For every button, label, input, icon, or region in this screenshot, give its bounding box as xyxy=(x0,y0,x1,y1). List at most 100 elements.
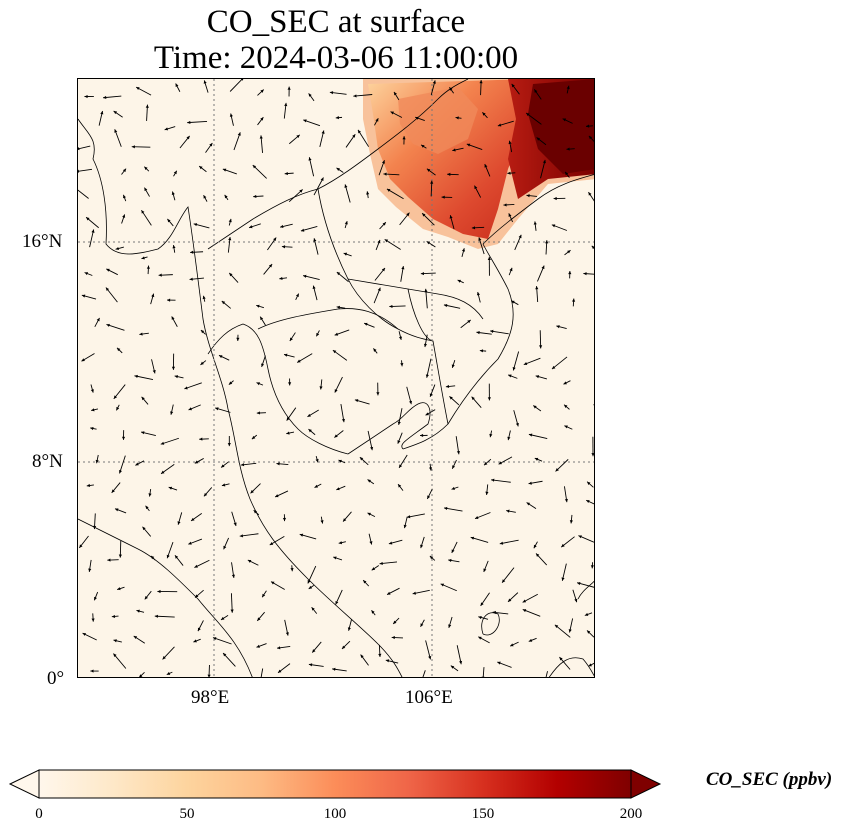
wind-arrow-head xyxy=(375,118,379,122)
wind-arrow-head xyxy=(333,556,337,560)
wind-arrow-head xyxy=(567,250,571,254)
wind-arrow-head xyxy=(91,229,95,233)
wind-arrow-head xyxy=(184,386,188,390)
wind-arrow-head xyxy=(566,85,570,90)
wind-arrow xyxy=(119,455,126,474)
wind-arrow-head xyxy=(457,279,462,283)
wind-arrow-head xyxy=(86,217,90,221)
wind-arrow-head xyxy=(175,83,179,88)
wind-arrow-head xyxy=(432,80,436,84)
wind-arrow-head xyxy=(113,111,118,115)
wind-arrow-head xyxy=(136,87,140,91)
colorbar-tick-100: 100 xyxy=(323,806,347,822)
wind-arrow-head xyxy=(277,646,281,650)
wind-arrow-head xyxy=(240,463,245,467)
wind-arrow-head xyxy=(227,443,231,447)
wind-arrow xyxy=(422,670,426,677)
wind-arrow xyxy=(443,507,463,512)
wind-arrow-head xyxy=(507,171,511,175)
wind-arrow-head xyxy=(449,215,453,219)
wind-arrow-head xyxy=(200,361,204,365)
wind-arrow xyxy=(344,184,351,203)
wind-arrow-head xyxy=(408,400,413,405)
colorbar-tick-200: 200 xyxy=(619,806,643,822)
wind-arrow-head xyxy=(398,484,402,488)
wind-arrow-head xyxy=(261,363,265,367)
wind-arrow-head xyxy=(228,218,232,223)
wind-arrow-head xyxy=(93,525,97,530)
wind-arrow-head xyxy=(427,495,431,499)
wind-arrow-head xyxy=(224,194,228,199)
wind-arrow xyxy=(384,238,401,250)
wind-arrow xyxy=(78,189,89,199)
wind-arrow-head xyxy=(430,180,434,184)
wind-arrow-head xyxy=(371,610,375,614)
wind-arrow-head xyxy=(144,595,148,600)
wind-arrow-head xyxy=(478,237,482,241)
wind-arrow-head xyxy=(84,94,88,99)
wind-arrow-head xyxy=(561,577,565,581)
wind-arrow xyxy=(367,430,373,451)
wind-arrow-head xyxy=(134,374,138,378)
wind-arrow-head xyxy=(373,348,377,352)
wind-arrow-head xyxy=(554,624,559,629)
wind-arrow-head xyxy=(222,168,227,172)
wind-arrow-head xyxy=(522,609,527,613)
lat-tick-8n: 8°N xyxy=(32,451,63,472)
wind-arrow-head xyxy=(150,555,155,560)
wind-arrow-head xyxy=(289,337,293,341)
wind-arrow-head xyxy=(569,520,573,524)
wind-arrow-head xyxy=(357,129,361,134)
wind-arrow-head xyxy=(171,316,175,320)
wind-arrow-head xyxy=(115,246,120,251)
wind-arrow-head xyxy=(484,461,488,466)
wind-arrow-head xyxy=(498,461,503,465)
co-plume-max xyxy=(528,79,594,174)
wind-arrow-head xyxy=(286,431,290,435)
wind-arrow-head xyxy=(336,487,340,491)
wind-arrow-head xyxy=(288,382,292,386)
wind-arrow-head xyxy=(203,80,207,84)
wind-arrow xyxy=(308,157,315,177)
wind-arrow-head xyxy=(401,266,405,270)
wind-arrow-head xyxy=(377,239,381,244)
wind-arrow-head xyxy=(297,359,301,363)
wind-arrow xyxy=(426,358,432,378)
wind-arrow-head xyxy=(536,137,541,141)
wind-arrow-head xyxy=(376,392,380,396)
wind-arrow-head xyxy=(145,104,149,108)
wind-arrow-head xyxy=(158,273,162,277)
wind-arrow-head xyxy=(551,224,556,228)
wind-arrow xyxy=(357,129,370,147)
wind-arrow-head xyxy=(312,285,316,290)
wind-arrow-head xyxy=(118,554,122,558)
wind-arrow-head xyxy=(584,612,589,616)
wind-arrow-head xyxy=(506,509,510,513)
wind-arrow-head xyxy=(259,135,263,139)
wind-arrow-head xyxy=(166,554,170,559)
wind-arrow-head xyxy=(260,89,264,93)
wind-arrow-head xyxy=(171,366,176,370)
wind-arrow-head xyxy=(209,143,213,147)
wind-arrow-head xyxy=(148,493,152,497)
wind-arrow-head xyxy=(441,195,445,199)
wind-arrow-head xyxy=(139,674,143,677)
wind-arrow-head xyxy=(81,294,86,298)
wind-arrow-head xyxy=(545,240,549,244)
wind-arrow-head xyxy=(445,384,450,389)
wind-arrow xyxy=(160,437,180,445)
wind-arrow-head xyxy=(480,602,484,606)
wind-arrow-head xyxy=(332,350,337,354)
wind-arrow-head xyxy=(386,188,391,192)
wind-arrow-head xyxy=(387,591,391,595)
wind-arrow-head xyxy=(534,89,538,93)
wind-arrow-head xyxy=(555,468,559,472)
wind-arrow-head xyxy=(334,434,338,438)
wind-arrow-head xyxy=(131,145,135,149)
wind-arrow-head xyxy=(492,610,496,615)
wind-arrow-head xyxy=(415,116,419,120)
wind-arrow-head xyxy=(197,627,201,632)
wind-arrow-head xyxy=(118,469,122,474)
wind-arrow-head xyxy=(482,112,486,116)
wind-arrow-head xyxy=(122,168,127,173)
